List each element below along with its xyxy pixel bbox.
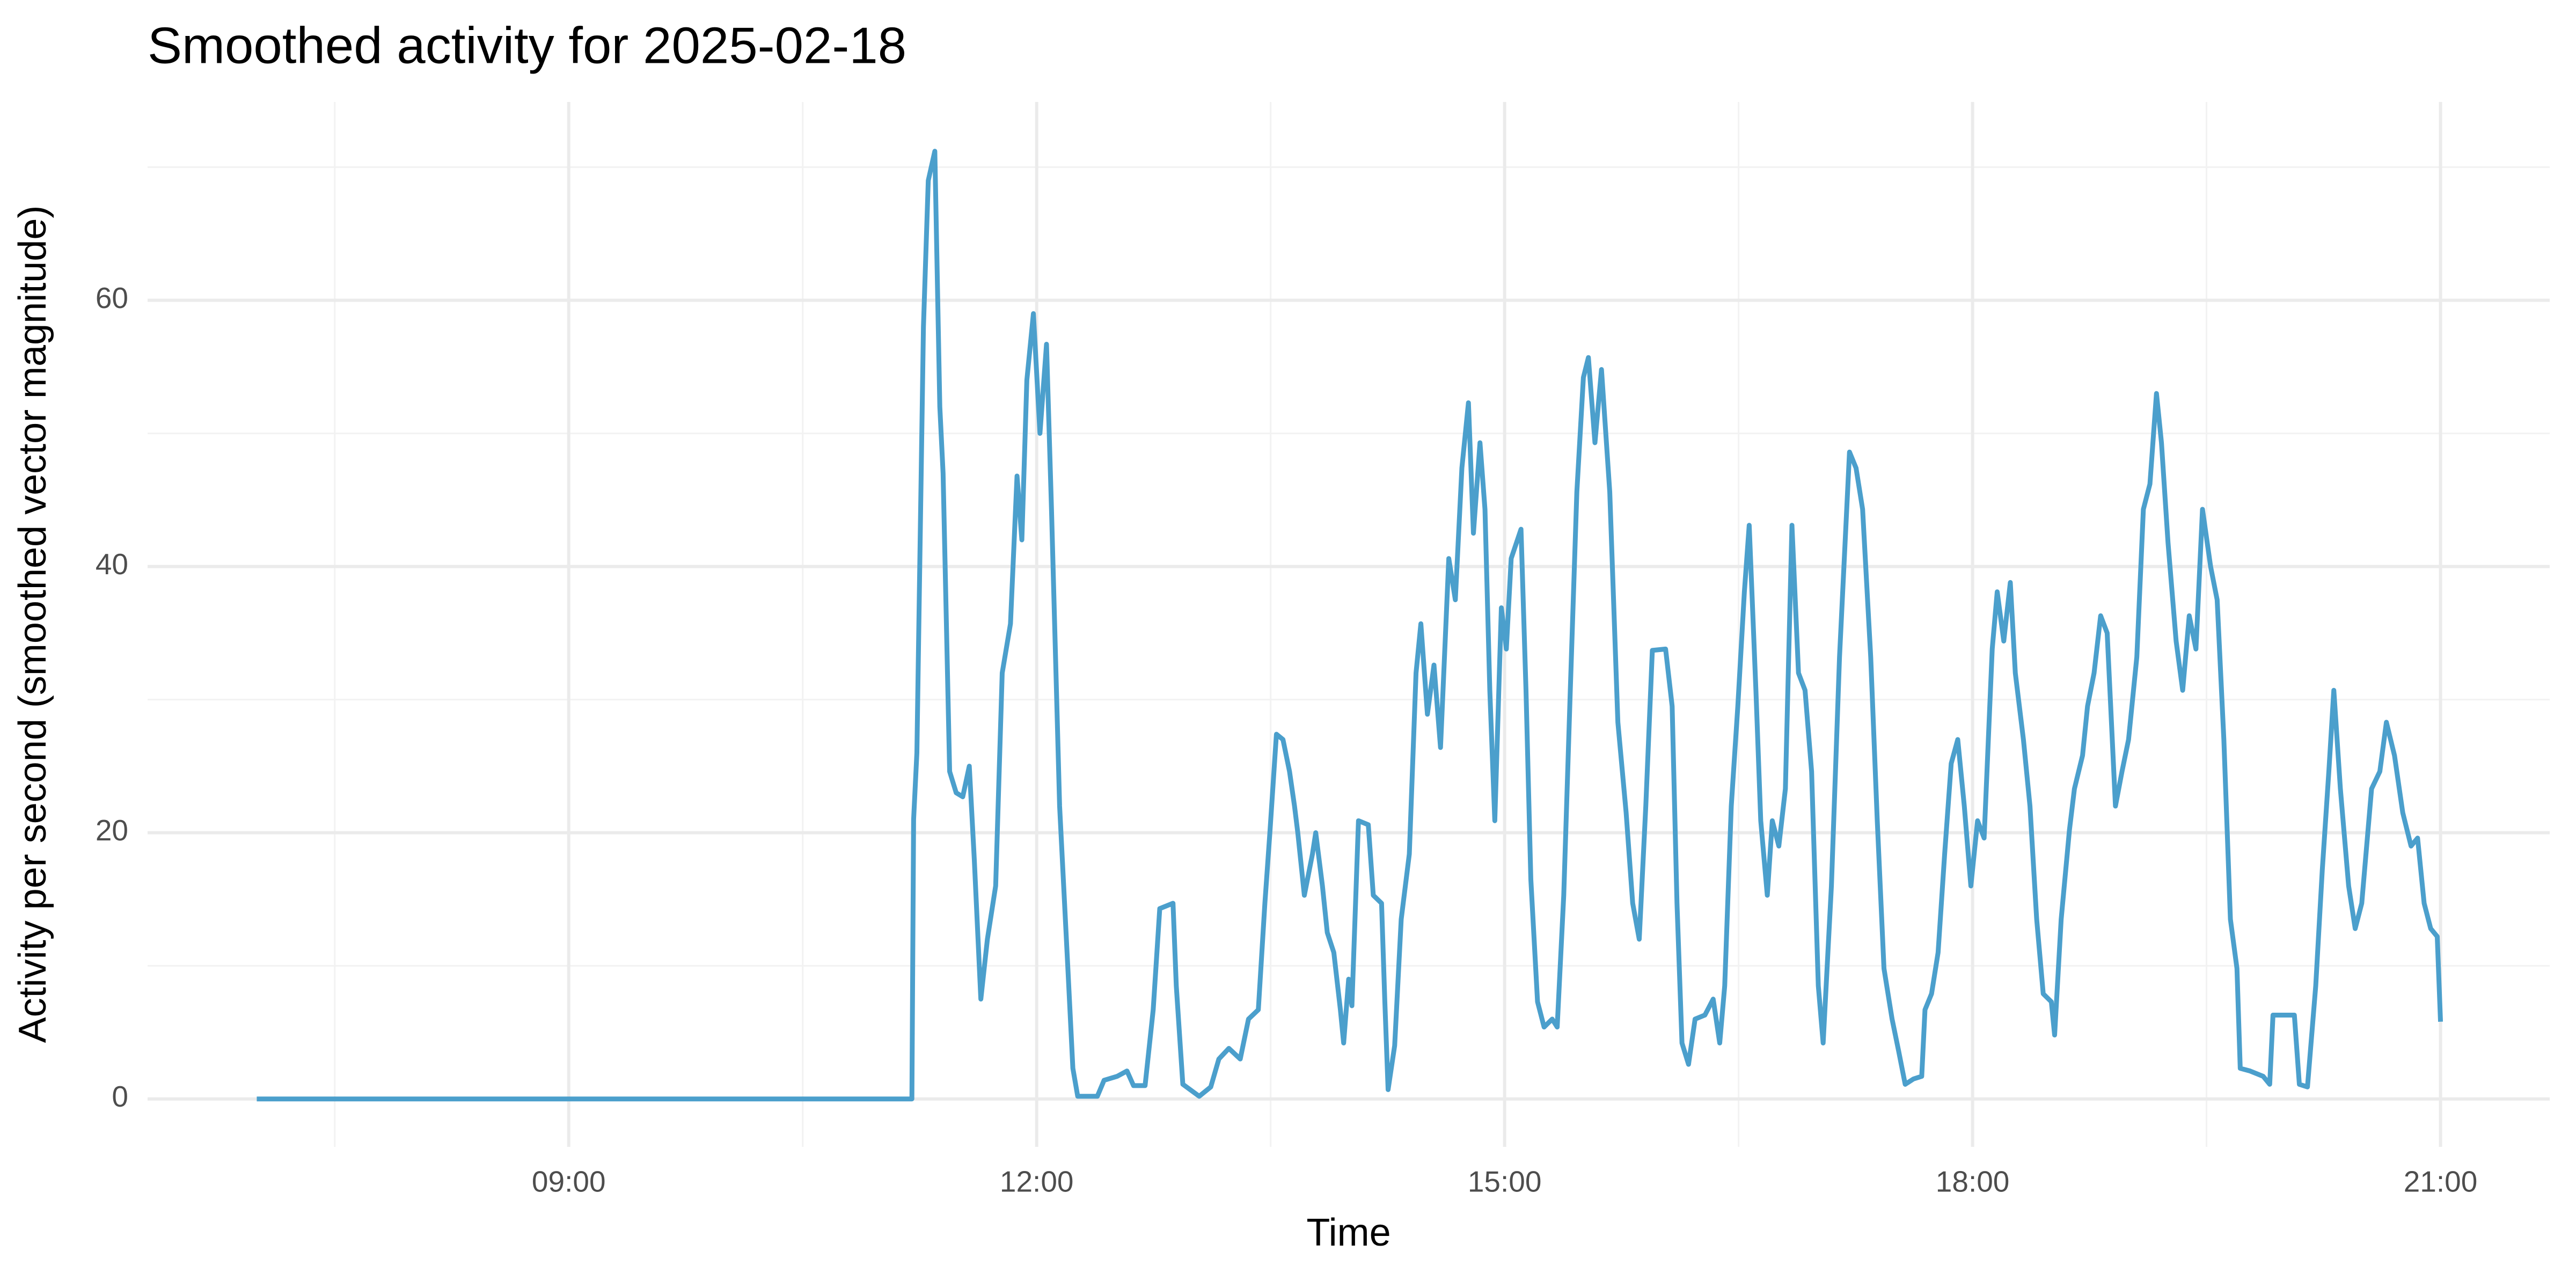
x-tick-label: 15:00 bbox=[1468, 1165, 1542, 1198]
data-line bbox=[257, 149, 2443, 1102]
x-tick-label: 09:00 bbox=[532, 1165, 606, 1198]
y-tick-label: 0 bbox=[112, 1080, 128, 1113]
x-tick-label: 12:00 bbox=[1000, 1165, 1074, 1198]
y-axis-title: Activity per second (smoothed vector mag… bbox=[11, 206, 54, 1043]
chart-title: Smoothed activity for 2025-02-18 bbox=[148, 17, 906, 74]
x-tick-label: 18:00 bbox=[1936, 1165, 2010, 1198]
x-tick-label: 21:00 bbox=[2404, 1165, 2478, 1198]
x-axis-title: Time bbox=[1306, 1211, 1391, 1254]
grid: 0 20 40 60 09:00 12:00 15:00 18:00 21:00 bbox=[96, 102, 2550, 1198]
y-tick-label: 40 bbox=[96, 547, 128, 581]
plot-area bbox=[257, 149, 2443, 1102]
y-tick-label: 60 bbox=[96, 281, 128, 314]
y-tick-label: 20 bbox=[96, 814, 128, 847]
